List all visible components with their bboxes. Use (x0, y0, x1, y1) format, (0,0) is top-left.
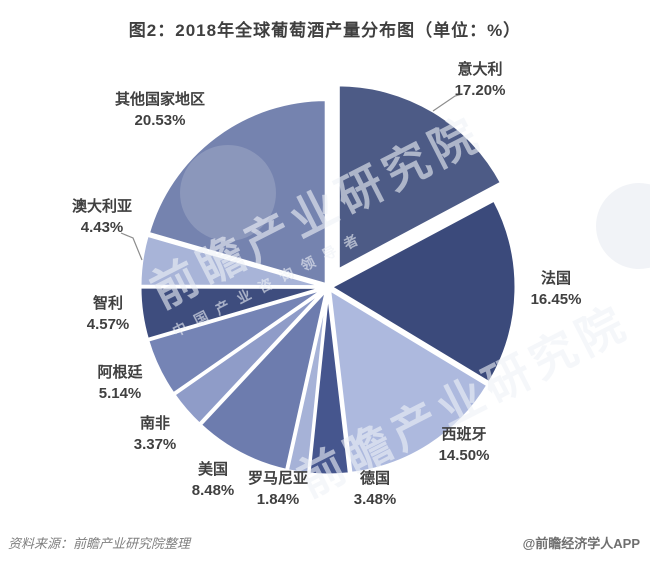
pie-slice-france (329, 198, 518, 385)
slice-label-name: 罗马尼亚 (247, 470, 309, 487)
slice-label-name: 其他国家地区 (114, 91, 206, 108)
slice-label-argentina: 阿根廷 5.14% (97, 362, 142, 404)
pie-slice-usa (198, 288, 329, 472)
page-title: 图2：2018年全球葡萄酒产量分布图（单位：%） (128, 21, 522, 40)
leader-line-italy (432, 93, 463, 112)
pie-slice-australia (138, 233, 327, 289)
leader-line-australia (120, 232, 143, 261)
slice-label-germany: 德国 3.48% (354, 468, 397, 510)
slice-label-australia: 澳大利亚 4.43% (72, 196, 132, 238)
slice-label-name: 美国 (197, 461, 229, 478)
source-note: 资料来源：前瞻产业研究院整理 (8, 536, 191, 551)
slice-label-name: 澳大利亚 (71, 198, 133, 215)
slice-label-name: 智利 (92, 295, 124, 312)
slice-label-south-africa: 南非 3.37% (134, 413, 177, 455)
slice-label-value: 8.48% (191, 482, 235, 499)
slice-label-name: 阿根廷 (97, 364, 143, 381)
slice-label-value: 3.48% (353, 491, 397, 508)
slice-label-value: 20.53% (134, 112, 186, 129)
credit-note: @前瞻经济学人APP (522, 536, 640, 551)
slice-label-spain: 西班牙 14.50% (439, 424, 490, 466)
slice-label-usa: 美国 8.48% (192, 459, 235, 501)
slice-label-value: 1.84% (256, 491, 300, 508)
slice-label-name: 法国 (540, 270, 571, 287)
slice-label-name: 意大利 (457, 61, 503, 78)
slice-label-value: 4.57% (86, 316, 130, 333)
slice-label-value: 17.20% (454, 82, 506, 99)
slice-label-name: 西班牙 (441, 426, 487, 443)
slice-label-value: 14.50% (438, 447, 490, 464)
slice-label-chile: 智利 4.57% (87, 293, 130, 335)
slice-label-value: 5.14% (98, 385, 142, 402)
slice-label-value: 4.43% (80, 219, 124, 236)
slice-label-name: 南非 (139, 415, 171, 432)
slice-label-others: 其他国家地区 20.53% (115, 89, 205, 131)
slice-label-name: 德国 (359, 470, 391, 487)
pie-slice-spain (328, 288, 490, 475)
pie-slice-others (146, 98, 328, 287)
slice-label-italy: 意大利 17.20% (455, 59, 506, 101)
slice-label-romania: 罗马尼亚 1.84% (248, 468, 308, 510)
slice-label-value: 16.45% (530, 291, 582, 308)
slice-label-france: 法国 16.45% (531, 268, 582, 310)
slice-label-value: 3.37% (133, 436, 177, 453)
